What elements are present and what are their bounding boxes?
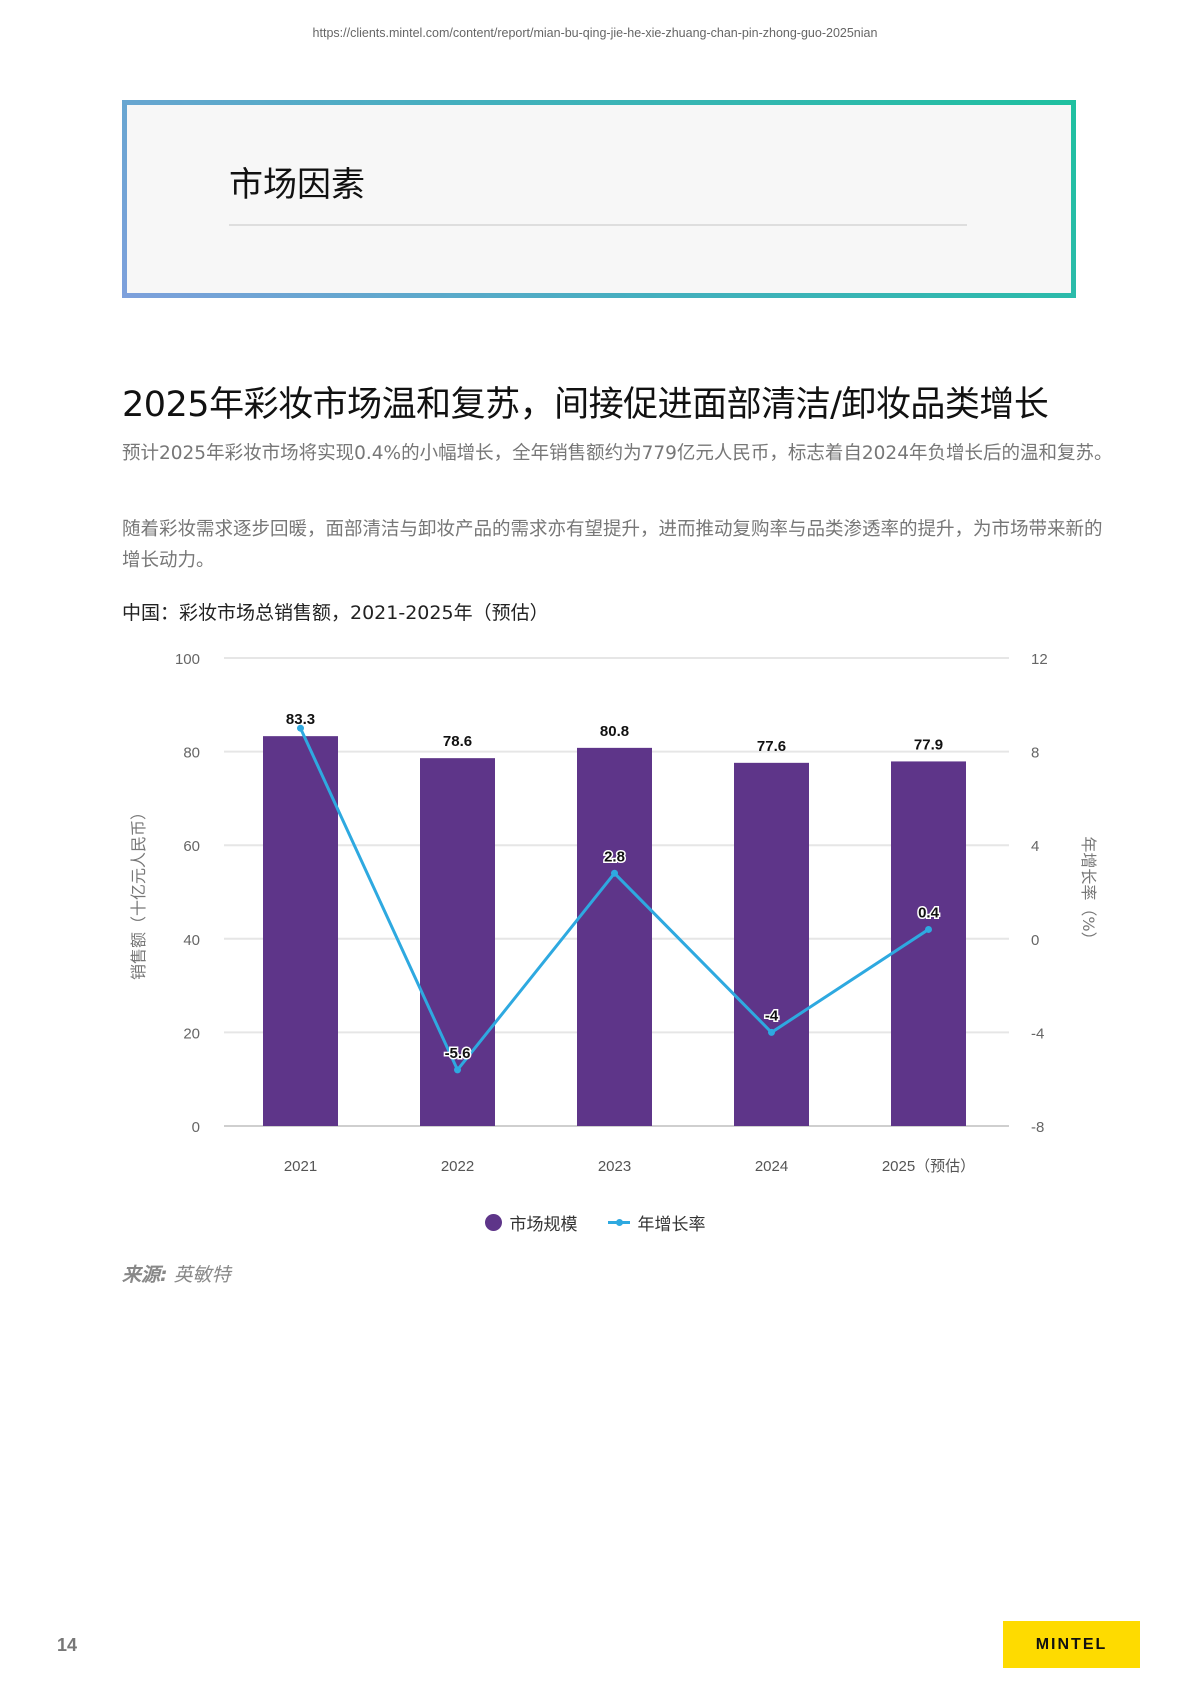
- y-axis-title-right: 年增长率（%）: [1079, 836, 1098, 947]
- y-tick-right: -8: [1031, 1119, 1044, 1136]
- line-value-label: -5.6: [445, 1045, 471, 1062]
- page-number: 14: [57, 1635, 78, 1655]
- circle-marker-icon: [484, 1214, 502, 1231]
- bar-2024[interactable]: [734, 762, 809, 1126]
- x-tick-label: 2024: [755, 1158, 788, 1175]
- line-marker-icon: [607, 1219, 630, 1226]
- bar-value-label: 77.6: [757, 738, 786, 755]
- line-point[interactable]: [454, 1066, 461, 1074]
- y-tick-left: 80: [183, 745, 200, 762]
- section-header-box: 市场因素: [122, 100, 1076, 298]
- bar-2025（预估）[interactable]: [891, 761, 966, 1126]
- section-divider: [229, 224, 967, 226]
- legend-label: 年增长率: [637, 1215, 706, 1235]
- bar-2021[interactable]: [263, 736, 338, 1126]
- line-point[interactable]: [925, 925, 932, 933]
- bar-value-label: 80.8: [600, 723, 629, 740]
- line-point[interactable]: [297, 724, 304, 732]
- y-tick-left: 20: [183, 1025, 200, 1042]
- paragraph-2: 随着彩妆需求逐步回暖，面部清洁与卸妆产品的需求亦有望提升，进而推动复购率与品类渗…: [122, 519, 1103, 571]
- y-tick-left: 100: [175, 651, 200, 668]
- y-tick-right: 8: [1031, 745, 1039, 762]
- x-tick-label: 2022: [441, 1158, 474, 1175]
- x-tick-label: 2021: [284, 1158, 317, 1175]
- y-tick-left: 0: [192, 1119, 200, 1136]
- bar-2022[interactable]: [420, 758, 495, 1126]
- line-value-label: 0.4: [918, 904, 940, 921]
- line-point[interactable]: [768, 1028, 775, 1036]
- source-note: 来源: 英敏特: [122, 1260, 231, 1287]
- x-tick-label: 2025（预估）: [882, 1158, 975, 1175]
- y-tick-right: 4: [1031, 838, 1039, 855]
- line-value-label: 2.8: [604, 848, 625, 865]
- y-tick-left: 40: [183, 932, 200, 949]
- y-tick-right: -4: [1031, 1025, 1044, 1042]
- source-name: 英敏特: [173, 1264, 231, 1286]
- bar-2023[interactable]: [577, 747, 652, 1126]
- article-headline: 2025年彩妆市场温和复苏，间接促进面部清洁/卸妆品类增长: [122, 385, 1049, 425]
- y-tick-left: 60: [183, 838, 200, 855]
- legend-item-market-size[interactable]: 市场规模: [484, 1210, 578, 1235]
- chart-title: 中国：彩妆市场总销售额，2021-2025年（预估）: [122, 602, 549, 624]
- x-tick-label: 2023: [598, 1158, 631, 1175]
- section-title: 市场因素: [229, 165, 365, 205]
- mintel-logo: MINTEL: [1003, 1621, 1140, 1668]
- paragraph-1: 预计2025年彩妆市场将实现0.4%的小幅增长，全年销售额约为779亿元人民币，…: [122, 443, 1113, 464]
- line-value-label: -4: [765, 1007, 779, 1024]
- y-axis-title-left: 销售额（十亿元人民币）: [129, 804, 148, 980]
- bar-value-label: 83.3: [286, 711, 315, 728]
- bar-value-label: 77.9: [914, 736, 943, 753]
- y-tick-right: 12: [1031, 651, 1048, 668]
- source-prefix: 来源:: [122, 1264, 168, 1286]
- legend-label: 市场规模: [509, 1215, 578, 1235]
- page-url: https://clients.mintel.com/content/repor…: [312, 26, 878, 40]
- combo-chart: 0 20 40 60 80 100 -8 -4 0 4 8 12 销售额（十亿元人民币） 年增长率（%） 8…: [129, 651, 1098, 1175]
- bar-value-label: 78.6: [443, 733, 472, 750]
- line-point[interactable]: [611, 869, 618, 877]
- chart-legend: 市场规模 年增长率: [0, 1210, 1190, 1235]
- legend-item-growth-rate[interactable]: 年增长率: [607, 1210, 706, 1235]
- y-tick-right: 0: [1031, 932, 1039, 949]
